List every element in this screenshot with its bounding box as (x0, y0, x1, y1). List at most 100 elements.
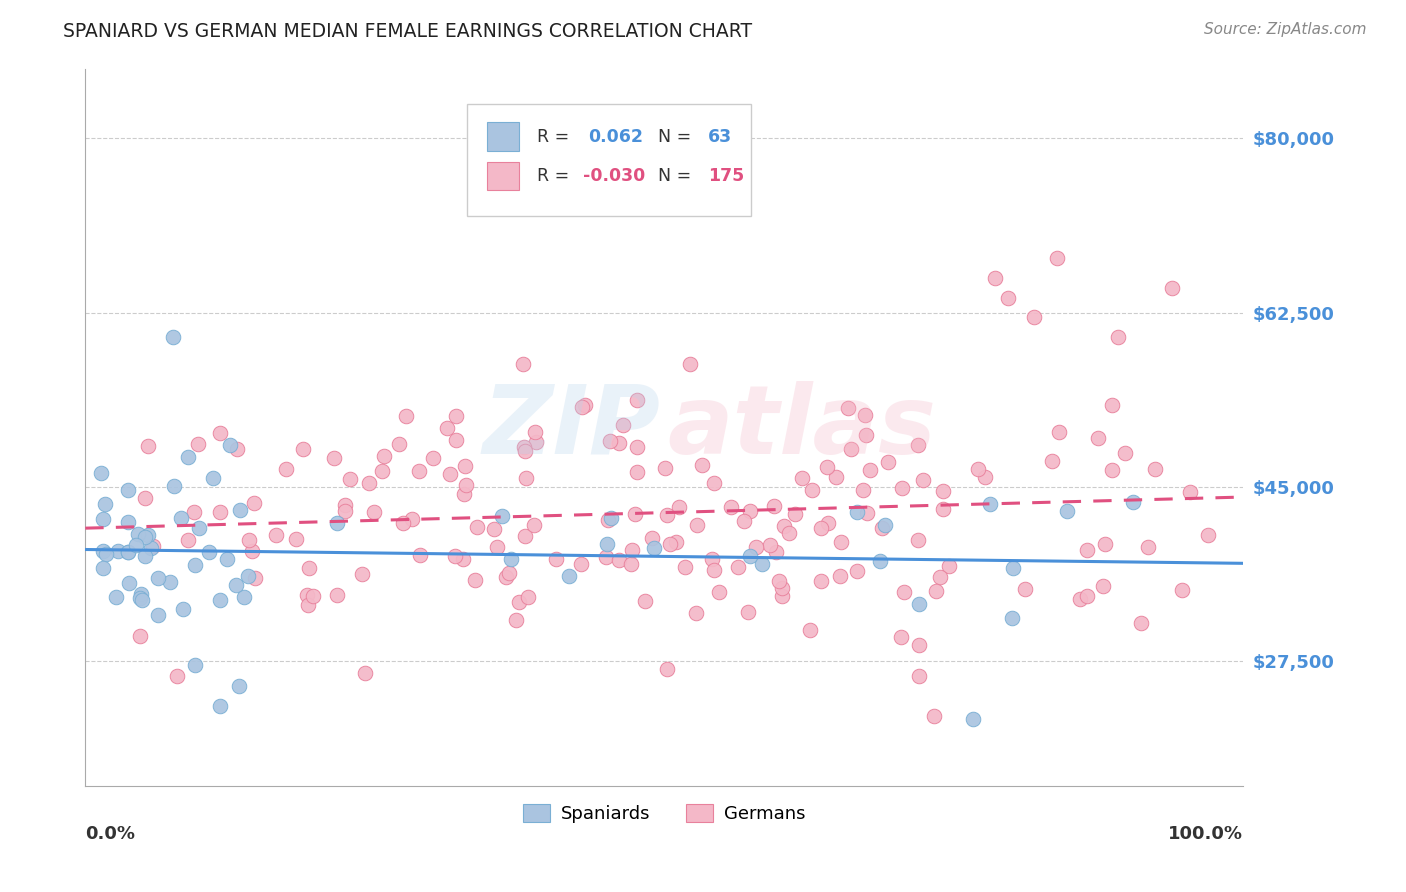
Point (740, 549, 762, 563)
Point (924, 709, 946, 723)
Point (513, 443, 536, 458)
Point (326, 589, 349, 603)
Point (974, 470, 997, 484)
Point (117, 544, 139, 558)
Point (546, 552, 568, 566)
Point (1046, 251, 1069, 265)
Point (148, 571, 170, 585)
Point (242, 496, 264, 510)
Point (845, 505, 868, 519)
Point (1092, 579, 1115, 593)
Point (464, 573, 486, 587)
Point (162, 330, 184, 344)
Point (815, 460, 838, 475)
Point (491, 508, 513, 523)
Point (1069, 592, 1091, 607)
Point (422, 451, 444, 466)
Point (444, 433, 467, 447)
Point (451, 551, 474, 566)
Point (967, 461, 990, 475)
Point (453, 486, 475, 500)
Point (136, 528, 159, 542)
Point (1178, 485, 1201, 500)
Point (90, 466, 112, 480)
Point (825, 470, 848, 484)
Point (297, 599, 319, 613)
Point (770, 581, 793, 595)
Point (228, 679, 250, 693)
Point (515, 470, 537, 484)
Point (238, 568, 260, 582)
Point (908, 597, 931, 611)
Point (1197, 527, 1219, 541)
Point (765, 545, 787, 559)
Point (690, 458, 713, 472)
Point (612, 418, 634, 433)
Point (1002, 561, 1025, 575)
Point (495, 570, 517, 584)
Point (891, 482, 914, 496)
Point (773, 518, 796, 533)
Point (229, 503, 252, 517)
Point (129, 591, 152, 605)
Point (508, 595, 530, 609)
Point (737, 605, 759, 619)
Point (408, 464, 430, 478)
Point (107, 544, 129, 558)
Point (131, 592, 153, 607)
Point (1094, 537, 1116, 551)
Point (607, 436, 630, 450)
Point (516, 591, 538, 605)
Point (513, 440, 536, 454)
Point (571, 400, 593, 414)
Point (911, 473, 934, 487)
Point (664, 534, 686, 549)
Point (187, 437, 209, 451)
Point (163, 479, 186, 493)
Text: atlas: atlas (668, 381, 936, 474)
Point (908, 669, 931, 683)
Text: Source: ZipAtlas.com: Source: ZipAtlas.com (1204, 22, 1367, 37)
Point (292, 442, 315, 456)
Point (240, 544, 263, 558)
Text: 100.0%: 100.0% (1168, 825, 1243, 843)
Point (217, 551, 239, 566)
Point (596, 536, 619, 550)
Point (607, 553, 630, 567)
Point (856, 506, 879, 520)
Text: N =: N = (658, 167, 697, 185)
Point (444, 409, 467, 423)
Point (839, 442, 862, 456)
Point (1014, 582, 1036, 596)
Point (454, 478, 477, 492)
Point (323, 450, 346, 465)
Point (620, 557, 643, 571)
Point (641, 532, 664, 546)
Point (333, 504, 356, 518)
Point (371, 464, 394, 478)
Point (907, 533, 929, 547)
Point (166, 669, 188, 683)
Point (117, 545, 139, 559)
Text: 175: 175 (709, 167, 744, 185)
Point (1130, 616, 1153, 631)
Point (335, 498, 357, 512)
Text: 0.062: 0.062 (588, 128, 643, 145)
Text: SPANIARD VS GERMAN MEDIAN FEMALE EARNINGS CORRELATION CHART: SPANIARD VS GERMAN MEDIAN FEMALE EARNING… (63, 22, 752, 41)
Point (209, 698, 232, 713)
Point (208, 425, 231, 440)
Point (198, 544, 221, 558)
Text: N =: N = (658, 128, 697, 145)
Text: R =: R = (537, 128, 575, 145)
Point (142, 539, 165, 553)
Point (1144, 462, 1167, 476)
Point (655, 662, 678, 676)
Point (869, 554, 891, 568)
FancyBboxPatch shape (486, 122, 519, 151)
Point (727, 560, 749, 574)
Point (745, 540, 768, 554)
Point (932, 483, 955, 498)
Point (799, 624, 821, 638)
Point (1107, 330, 1129, 344)
Point (128, 629, 150, 643)
